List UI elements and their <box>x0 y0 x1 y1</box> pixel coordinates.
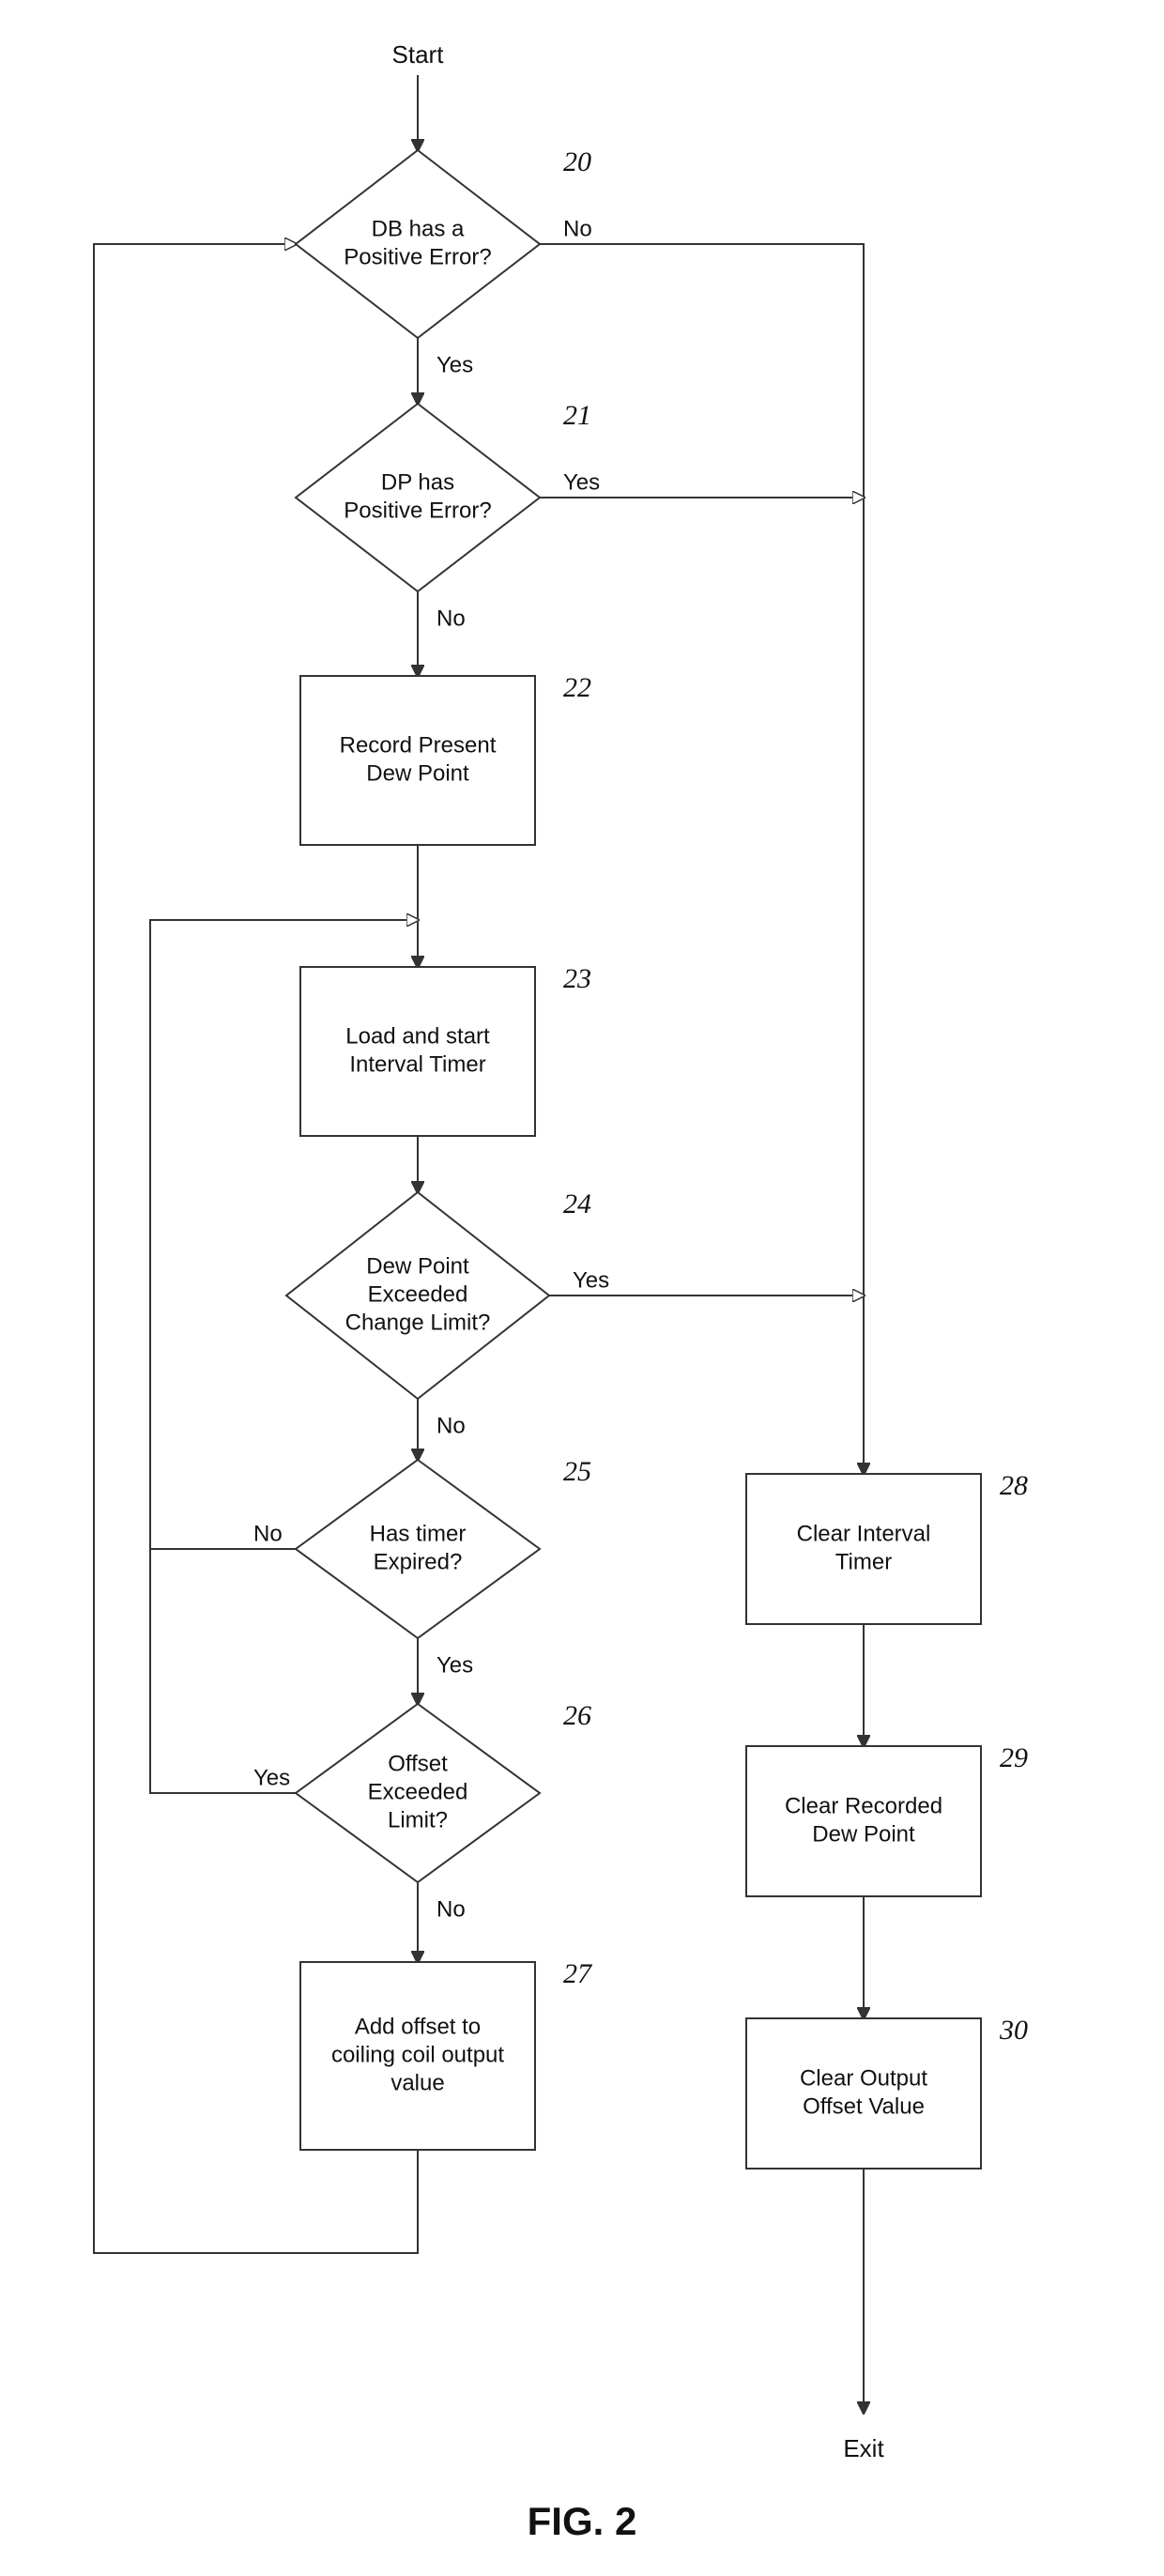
process-text-p28: Timer <box>835 1549 892 1574</box>
process-text-p27: value <box>391 2070 444 2095</box>
decision-text-d24: Dew Point <box>366 1253 469 1279</box>
decision-text-d26: Exceeded <box>368 1779 468 1804</box>
process-text-p23: Interval Timer <box>349 1051 485 1077</box>
edge-d26-yes-left <box>150 1549 296 1793</box>
decision-text-d24: Change Limit? <box>345 1310 491 1335</box>
flowchart-canvas: DB has a Positive Error? 20 Yes No DP has Posi… <box>0 0 1164 2576</box>
process-text-p27: Add offset to <box>355 2014 481 2039</box>
yes-d21: Yes <box>563 469 600 495</box>
terminal-exit: Exit <box>843 2434 884 2462</box>
no-d21: No <box>436 606 466 631</box>
process-text-p27: coiling coil output <box>331 2042 504 2067</box>
process-text-p29: Clear Recorded <box>785 1793 942 1818</box>
decision-text-d26: Offset <box>388 1751 448 1776</box>
process-text-p30: Clear Output <box>800 2065 927 2091</box>
decision-text-d20: DB has a <box>372 216 465 241</box>
decision-text-d25: Has timer <box>370 1521 467 1546</box>
decision-text-d20: Positive Error? <box>344 244 491 269</box>
num-p23: 23 <box>563 963 591 994</box>
process-text-p30: Offset Value <box>803 2093 925 2119</box>
figure-title: FIG. 2 <box>528 2499 637 2543</box>
num-d25: 25 <box>563 1456 591 1487</box>
no-d20: No <box>563 216 592 241</box>
decision-text-d24: Exceeded <box>368 1281 468 1307</box>
no-d25: No <box>253 1521 283 1546</box>
yes-d20: Yes <box>436 352 473 377</box>
num-d24: 24 <box>563 1188 591 1219</box>
num-d26: 26 <box>563 1700 591 1731</box>
num-p29: 29 <box>1000 1742 1028 1773</box>
decision-text-d21: Positive Error? <box>344 498 491 523</box>
decision-text-d26: Limit? <box>388 1807 448 1832</box>
num-p30: 30 <box>999 2015 1028 2046</box>
num-d20: 20 <box>563 146 591 177</box>
process-text-p23: Load and start <box>345 1023 490 1049</box>
process-text-p22: Record Present <box>340 732 497 758</box>
terminal-start: Start <box>392 40 445 69</box>
num-p27: 27 <box>563 1958 593 1989</box>
num-d21: 21 <box>563 400 591 431</box>
process-text-p29: Dew Point <box>812 1821 915 1847</box>
no-d24: No <box>436 1413 466 1438</box>
num-p28: 28 <box>1000 1470 1028 1501</box>
num-p22: 22 <box>563 672 591 703</box>
yes-d25: Yes <box>436 1652 473 1678</box>
decision-text-d25: Expired? <box>374 1549 463 1574</box>
process-text-p22: Dew Point <box>366 760 469 786</box>
process-text-p28: Clear Interval <box>797 1521 931 1546</box>
decision-text-d21: DP has <box>381 469 454 495</box>
yes-d26: Yes <box>253 1765 290 1790</box>
yes-d24: Yes <box>573 1267 609 1293</box>
no-d26: No <box>436 1896 466 1922</box>
